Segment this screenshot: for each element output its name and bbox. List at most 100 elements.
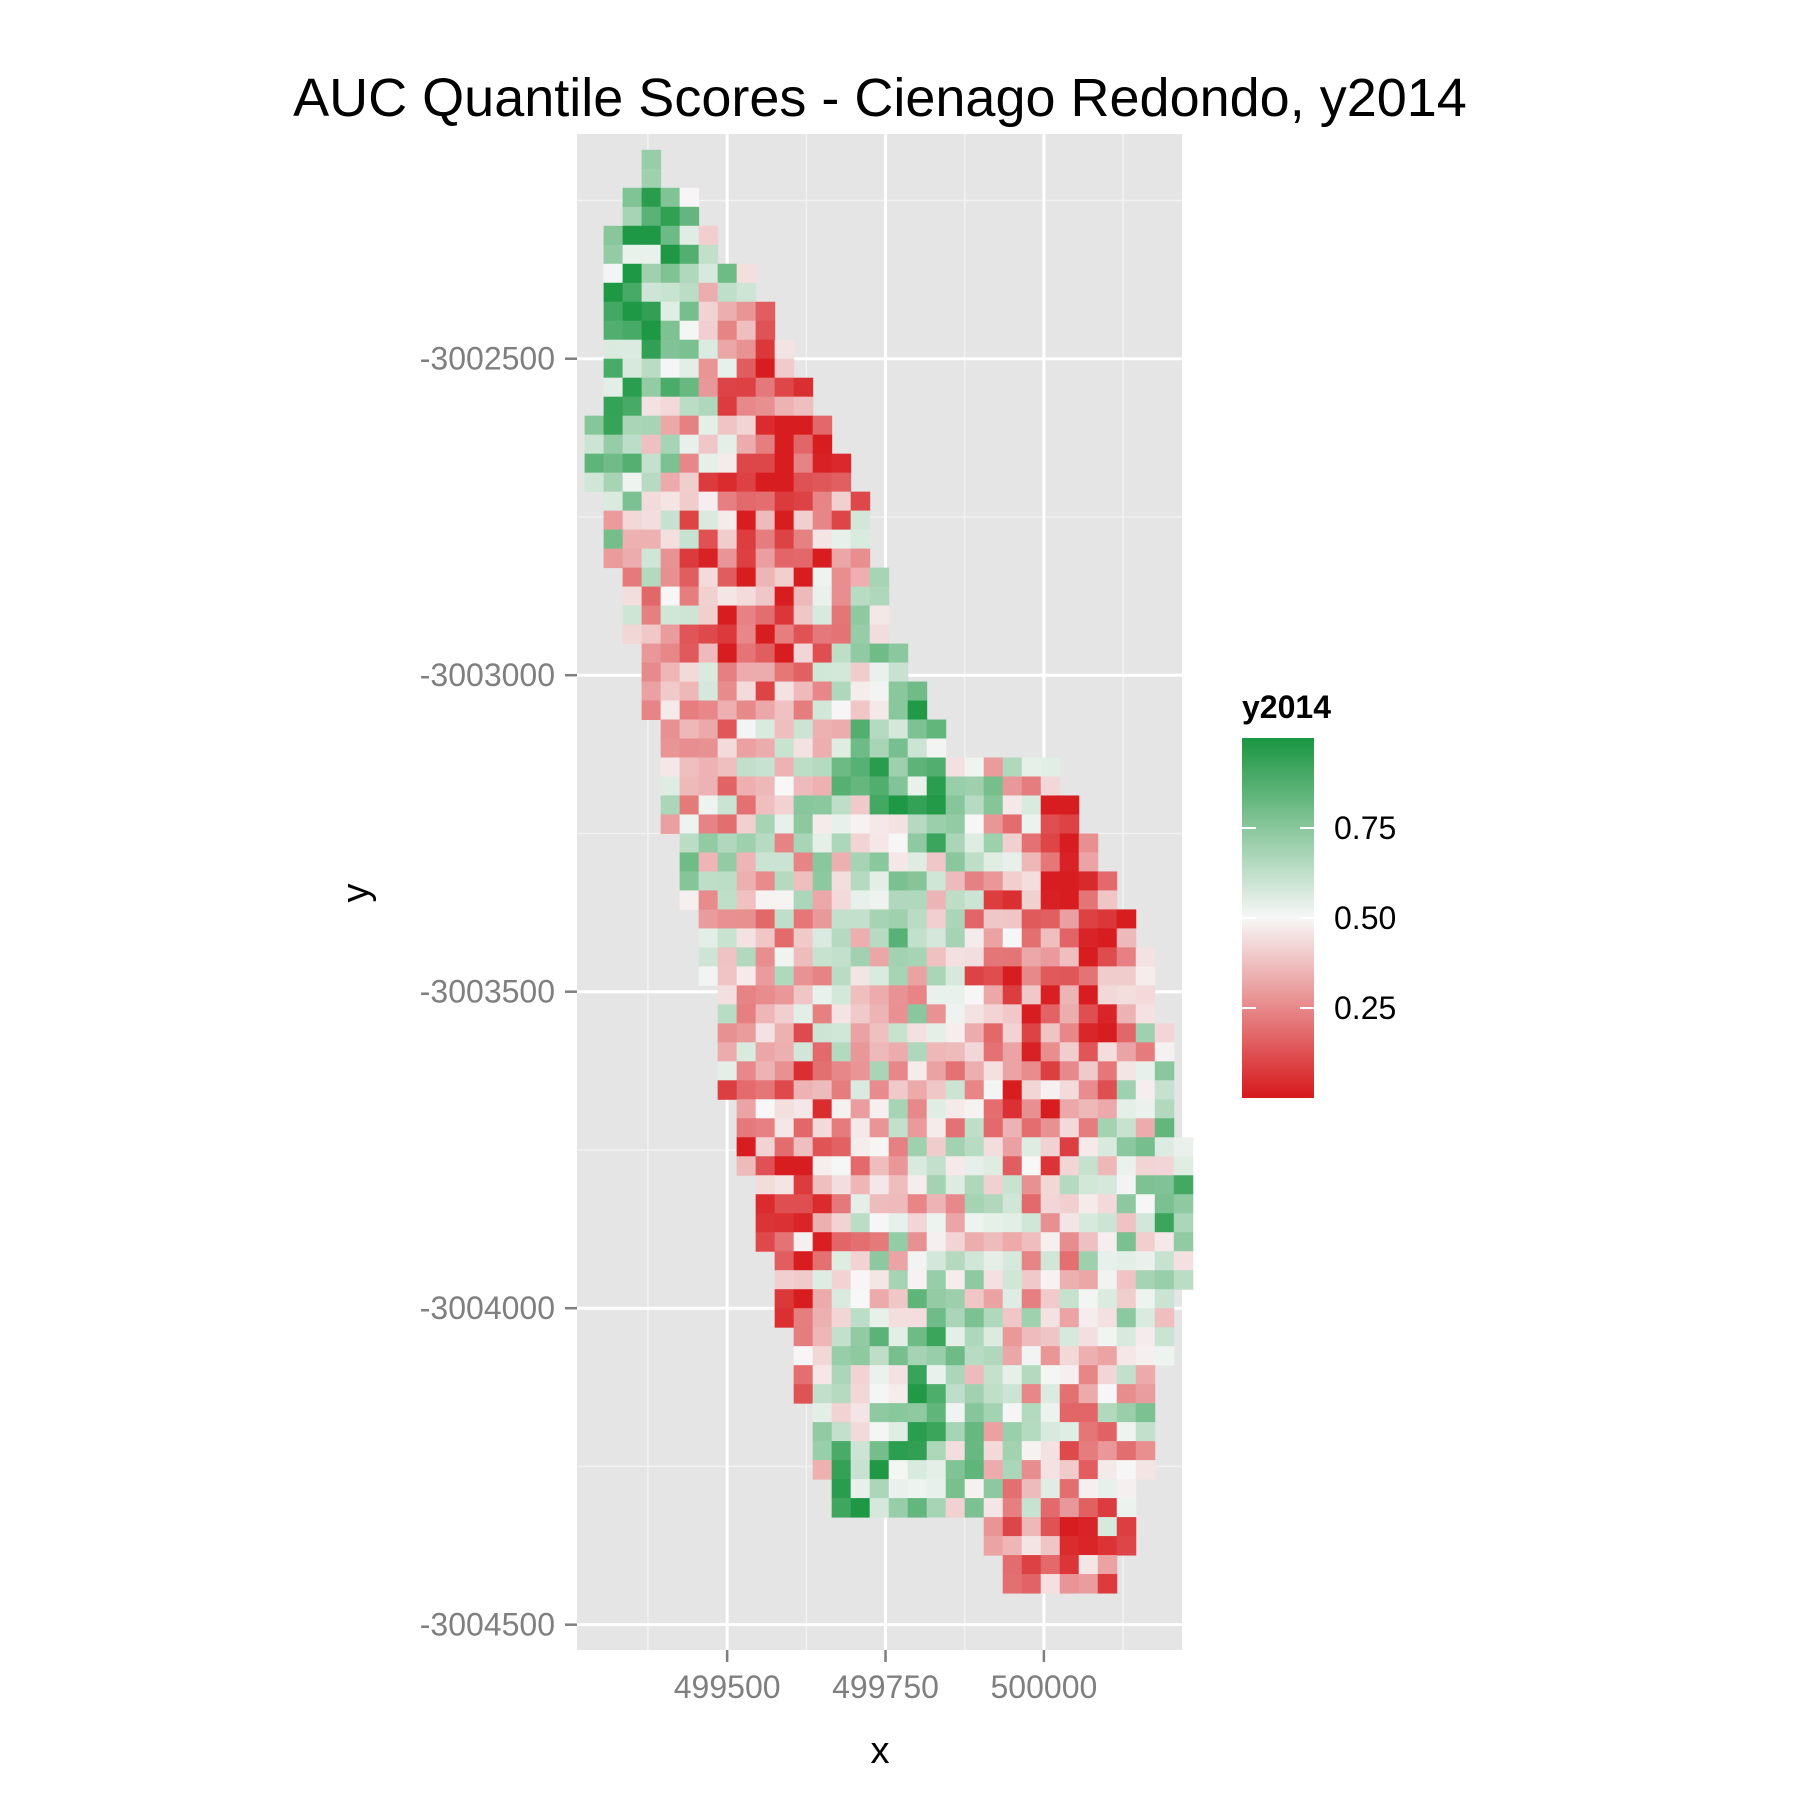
- heatmap-tile: [964, 1137, 985, 1157]
- heatmap-tile: [869, 1384, 890, 1404]
- heatmap-tile: [1097, 1137, 1118, 1157]
- heatmap-tile: [850, 548, 871, 569]
- heatmap-tile: [660, 605, 681, 626]
- heatmap-tile: [1078, 1327, 1099, 1347]
- heatmap-tile: [793, 852, 814, 872]
- heatmap-tile: [660, 643, 681, 664]
- heatmap-tile: [850, 1175, 871, 1195]
- heatmap-tile: [698, 244, 719, 265]
- heatmap-tile: [926, 1156, 947, 1176]
- heatmap-tile: [698, 719, 719, 740]
- heatmap-tile: [660, 510, 681, 531]
- heatmap-tile: [1078, 1460, 1099, 1480]
- heatmap-tile: [888, 1384, 909, 1404]
- heatmap-tile: [907, 814, 928, 834]
- heatmap-tile: [1059, 1308, 1080, 1328]
- heatmap-tile: [717, 586, 738, 607]
- heatmap-tile: [945, 1099, 966, 1119]
- heatmap-tile: [660, 586, 681, 607]
- heatmap-tile: [983, 1289, 1004, 1309]
- heatmap-tile: [945, 1308, 966, 1328]
- heatmap-tile: [1135, 1023, 1156, 1043]
- heatmap-tile: [888, 1270, 909, 1290]
- heatmap-tile: [1116, 1099, 1137, 1119]
- heatmap-tile: [888, 947, 909, 967]
- heatmap-tile: [1116, 1365, 1137, 1385]
- heatmap-tile: [1116, 1327, 1137, 1347]
- heatmap-tile: [812, 1175, 833, 1195]
- heatmap-tile: [869, 985, 890, 1005]
- heatmap-tile: [1116, 1346, 1137, 1366]
- heatmap-tile: [1002, 1194, 1023, 1214]
- heatmap-tile: [1135, 1441, 1156, 1461]
- heatmap-tile: [926, 795, 947, 815]
- heatmap-tile: [1002, 1289, 1023, 1309]
- heatmap-tile: [907, 1308, 928, 1328]
- heatmap-tile: [755, 586, 776, 607]
- heatmap-tile: [793, 1023, 814, 1043]
- heatmap-tile: [641, 263, 662, 284]
- heatmap-tile: [1097, 1042, 1118, 1062]
- heatmap-tile: [736, 1137, 757, 1157]
- heatmap-tile: [698, 624, 719, 645]
- heatmap-tile: [641, 396, 662, 417]
- heatmap-tile: [850, 1422, 871, 1442]
- heatmap-tile: [1078, 1422, 1099, 1442]
- heatmap-tile: [584, 453, 605, 474]
- heatmap-tile: [793, 985, 814, 1005]
- heatmap-tile: [850, 605, 871, 626]
- heatmap-tile: [660, 814, 681, 834]
- heatmap-tile: [1040, 1232, 1061, 1252]
- heatmap-tile: [755, 776, 776, 796]
- heatmap-tile: [926, 1384, 947, 1404]
- heatmap-tile: [869, 1460, 890, 1480]
- heatmap-tile: [1059, 1156, 1080, 1176]
- heatmap-tile: [1059, 833, 1080, 853]
- heatmap-tile: [945, 1213, 966, 1233]
- heatmap-tile: [1002, 1213, 1023, 1233]
- heatmap-tile: [1135, 1004, 1156, 1024]
- heatmap-tile: [1116, 1061, 1137, 1081]
- heatmap-tile: [812, 434, 833, 455]
- heatmap-tile: [603, 301, 624, 322]
- heatmap-tile: [793, 1080, 814, 1100]
- heatmap-tile: [774, 529, 795, 550]
- heatmap-tile: [812, 871, 833, 891]
- heatmap-tile: [1002, 1270, 1023, 1290]
- heatmap-tile: [1097, 1213, 1118, 1233]
- heatmap-tile: [660, 491, 681, 512]
- heatmap-tile: [755, 681, 776, 702]
- heatmap-tile: [1040, 1498, 1061, 1518]
- heatmap-tile: [736, 263, 757, 284]
- heatmap-tile: [622, 301, 643, 322]
- heatmap-tile: [736, 624, 757, 645]
- heatmap-tile: [698, 605, 719, 626]
- heatmap-tile: [1097, 1232, 1118, 1252]
- heatmap-tile: [1059, 1574, 1080, 1594]
- heatmap-tile: [1135, 1042, 1156, 1062]
- heatmap-tile: [793, 1061, 814, 1081]
- heatmap-tile: [1059, 1213, 1080, 1233]
- heatmap-tile: [983, 947, 1004, 967]
- heatmap-tile: [1002, 1517, 1023, 1537]
- heatmap-tile: [717, 681, 738, 702]
- heatmap-tile: [1078, 1213, 1099, 1233]
- heatmap-tile: [717, 624, 738, 645]
- heatmap-tile: [736, 833, 757, 853]
- heatmap-tile: [641, 529, 662, 550]
- heatmap-tile: [755, 643, 776, 664]
- heatmap-tile: [1040, 1327, 1061, 1347]
- heatmap-tile: [850, 700, 871, 721]
- heatmap-tile: [945, 947, 966, 967]
- heatmap-tile: [622, 358, 643, 379]
- heatmap-tile: [698, 776, 719, 796]
- heatmap-tile: [622, 605, 643, 626]
- heatmap-tile: [736, 890, 757, 910]
- heatmap-tile: [774, 852, 795, 872]
- heatmap-tile: [850, 1384, 871, 1404]
- heatmap-tile: [660, 339, 681, 360]
- heatmap-tile: [736, 529, 757, 550]
- heatmap-tile: [679, 586, 700, 607]
- heatmap-tile: [831, 757, 852, 777]
- heatmap-tile: [793, 472, 814, 493]
